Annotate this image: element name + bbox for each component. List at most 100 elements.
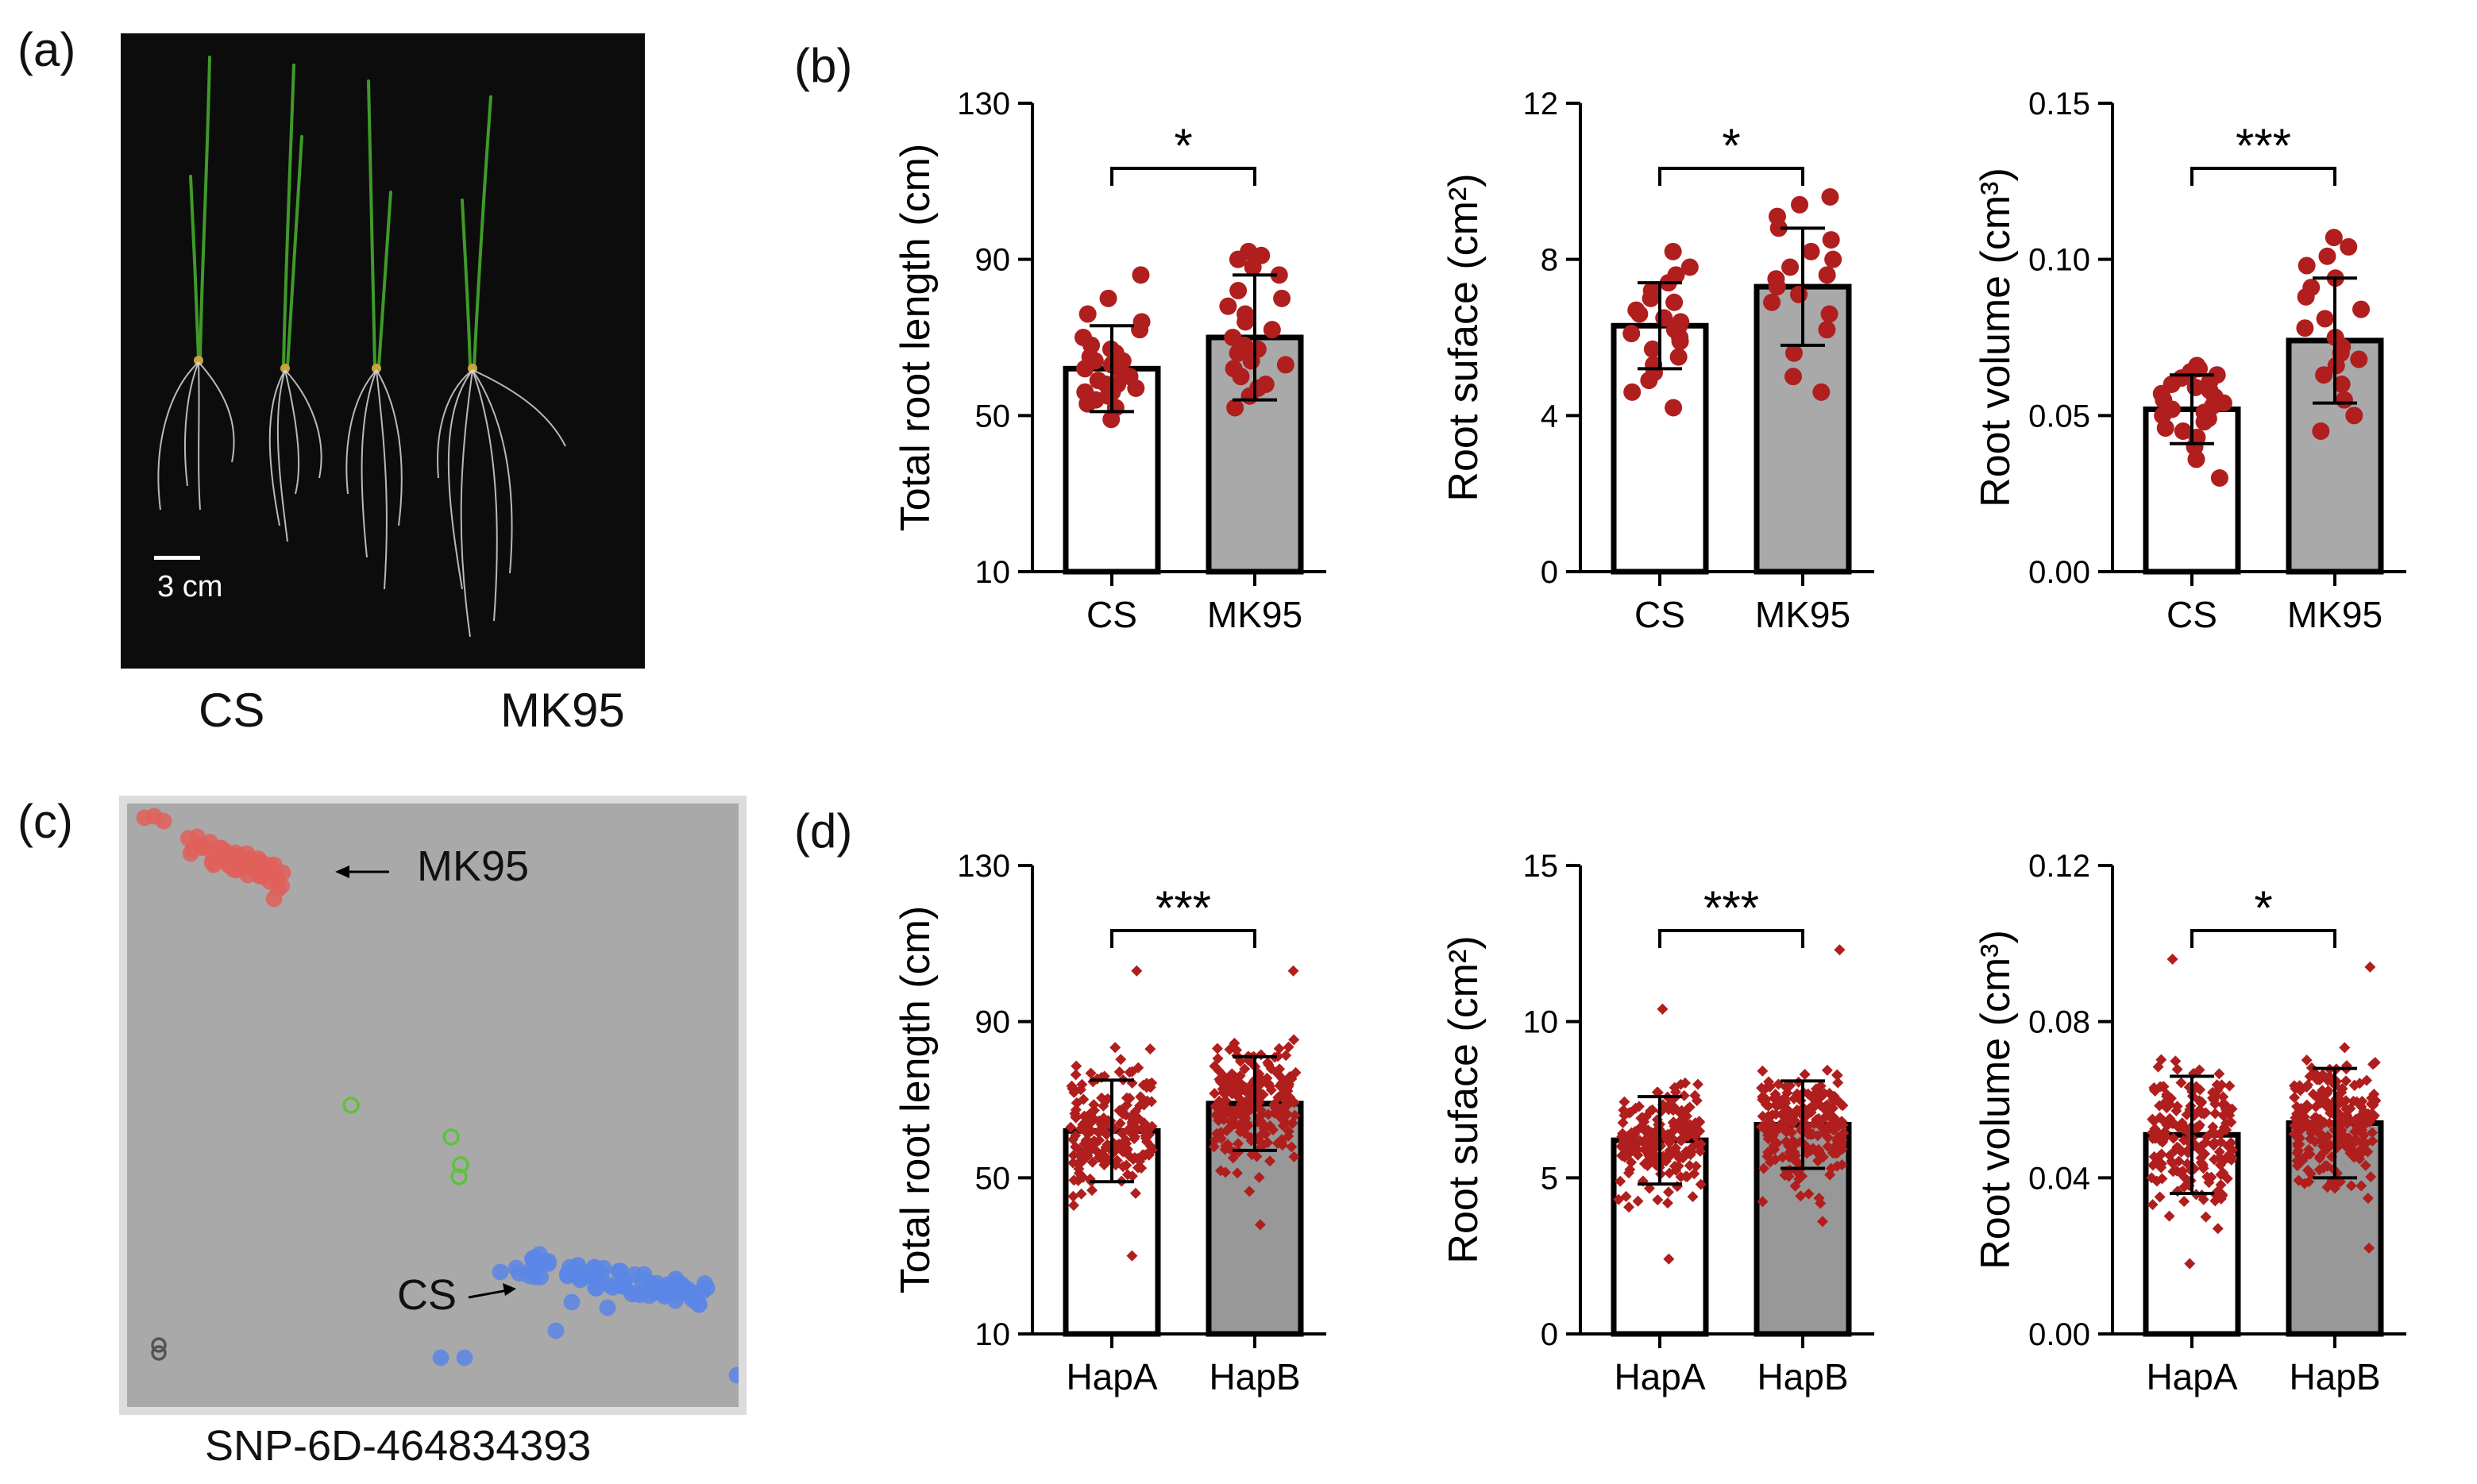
- data-point: [2325, 1139, 2336, 1151]
- data-point: [2325, 229, 2343, 247]
- data-point: [1144, 1081, 1156, 1093]
- data-point: [1771, 1137, 1783, 1149]
- data-point: [1237, 305, 1255, 323]
- data-point: [1234, 1055, 1246, 1067]
- data-point: [1652, 1194, 1664, 1206]
- data-point: [2301, 1079, 2313, 1091]
- x-tick-label: HapA: [1066, 1356, 1157, 1397]
- data-point: [2313, 1152, 2325, 1164]
- data-point: [2212, 1223, 2224, 1235]
- data-point: [1688, 1168, 1700, 1180]
- chart-total-root-length-b: Total root length (cm) 10 50 90 130 CS MK95 *: [893, 87, 1326, 635]
- data-point: [1089, 372, 1107, 390]
- data-point: [1271, 1050, 1283, 1062]
- data-point: [1667, 266, 1685, 284]
- data-point: [1275, 1136, 1287, 1148]
- data-point: [1247, 1058, 1259, 1070]
- data-point: [2218, 1121, 2230, 1133]
- chart-root-volume-d: Root volume (cm³) 0.00 0.04 0.08 0.12 HapA Hap…: [1973, 849, 2406, 1397]
- data-point: [1756, 1121, 1768, 1133]
- data-point: [1113, 1104, 1125, 1116]
- data-point: [1243, 1084, 1255, 1096]
- data-point: [1777, 1151, 1788, 1163]
- x-tick-label: HapB: [2289, 1356, 2380, 1397]
- data-point: [1075, 1151, 1087, 1162]
- data-point: [2367, 1058, 2379, 1070]
- data-point: [1126, 1250, 1138, 1262]
- y-tick-label: 130: [957, 849, 1010, 884]
- snp-point-cs: [539, 1252, 557, 1270]
- data-point: [1113, 1066, 1125, 1077]
- data-point: [1117, 1161, 1129, 1173]
- data-point: [1811, 1146, 1823, 1158]
- data-point: [1680, 258, 1699, 276]
- data-point: [1211, 1043, 1223, 1054]
- data-point: [2213, 1146, 2225, 1158]
- data-point: [1622, 1133, 1634, 1145]
- data-point: [2352, 300, 2371, 318]
- data-point: [1643, 340, 1661, 358]
- data-point: [2360, 1138, 2372, 1150]
- data-point: [2349, 1136, 2361, 1148]
- data-point: [2200, 1211, 2212, 1223]
- data-point: [1109, 1145, 1121, 1157]
- data-point: [1672, 313, 1690, 331]
- data-point: [2173, 1155, 2185, 1167]
- snp-point-cs: [507, 1259, 525, 1277]
- data-point: [1094, 1134, 1105, 1146]
- significance-label: *: [1722, 119, 1740, 172]
- data-point: [1689, 1089, 1701, 1101]
- data-point: [1784, 344, 1803, 362]
- y-tick-label: 0: [1541, 1317, 1558, 1352]
- data-point: [1661, 1197, 1673, 1209]
- data-point: [1070, 1069, 1082, 1081]
- arrow-head-cs: [503, 1283, 516, 1296]
- data-point: [1669, 1145, 1680, 1157]
- y-tick-label: 0.00: [2028, 555, 2090, 590]
- data-point: [1660, 1155, 1672, 1167]
- data-point: [1121, 1092, 1132, 1104]
- data-point: [1277, 1101, 1289, 1113]
- data-point: [2209, 1195, 2221, 1207]
- data-point: [1121, 1099, 1132, 1111]
- data-point: [1829, 1094, 1841, 1106]
- data-point: [2359, 1159, 2371, 1171]
- data-point: [1757, 1110, 1769, 1122]
- data-point: [1235, 1078, 1247, 1090]
- y-axis-label: Root suface (cm²): [1441, 173, 1487, 501]
- data-point: [1762, 1116, 1774, 1128]
- data-point: [1695, 1178, 1707, 1190]
- data-point: [1689, 1117, 1701, 1129]
- data-point: [1075, 1123, 1086, 1135]
- data-point: [2175, 1146, 2187, 1158]
- data-point: [2222, 1150, 2234, 1162]
- data-point: [1828, 1143, 1840, 1154]
- y-axis-label: Root suface (cm²): [1441, 935, 1487, 1263]
- data-point: [2211, 1186, 2223, 1198]
- data-point: [1757, 1162, 1769, 1174]
- data-point: [1662, 1186, 1674, 1198]
- data-point: [2171, 1141, 2183, 1153]
- y-tick-label: 0.10: [2028, 243, 2090, 278]
- data-point: [1673, 1160, 1684, 1172]
- data-point: [1664, 242, 1682, 260]
- data-point: [2304, 1070, 2316, 1082]
- snp-point-cs: [616, 1278, 634, 1296]
- data-point: [2343, 1143, 2355, 1155]
- data-point: [1774, 1119, 1786, 1131]
- data-point: [2164, 1150, 2176, 1162]
- data-point: [2340, 1109, 2352, 1121]
- data-point: [2155, 1054, 2167, 1066]
- data-point: [2298, 256, 2316, 275]
- data-point: [2155, 1162, 2167, 1174]
- data-point: [2148, 1116, 2160, 1127]
- snp-point-cs: [578, 1265, 596, 1282]
- data-point: [1818, 321, 1836, 339]
- data-point: [1823, 1088, 1835, 1100]
- data-point: [1629, 1125, 1641, 1137]
- scale-bar-label: 3 cm: [157, 570, 223, 603]
- data-point: [1690, 1160, 1702, 1172]
- data-point: [2366, 1093, 2378, 1104]
- y-axis-label: Root volume (cm³): [1973, 930, 2019, 1270]
- data-point: [1129, 1105, 1141, 1117]
